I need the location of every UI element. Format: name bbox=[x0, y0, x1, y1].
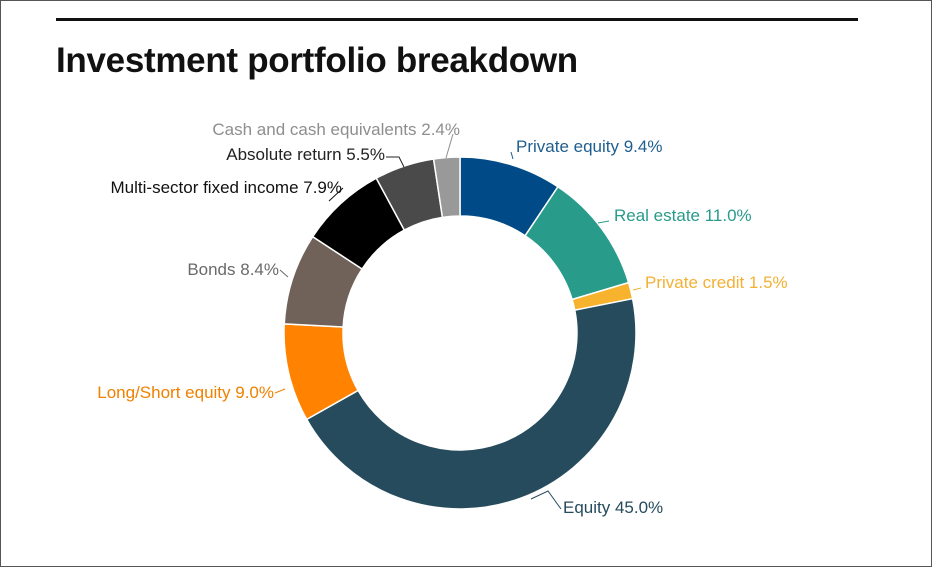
title-rule bbox=[56, 18, 858, 21]
leader-real-estate bbox=[597, 220, 610, 224]
label-equity: Equity 45.0% bbox=[563, 498, 663, 517]
chart-title: Investment portfolio breakdown bbox=[56, 41, 578, 80]
leader-long-short-equity bbox=[274, 388, 286, 394]
slice-labels: Private equity 9.4% Real estate 11.0% Priv… bbox=[97, 120, 787, 517]
leader-cash-and-cash-equivalents bbox=[445, 133, 454, 159]
leader-equity bbox=[530, 490, 562, 510]
donut-slices bbox=[283, 156, 637, 510]
label-absolute-return: Absolute return 5.5% bbox=[226, 145, 385, 164]
leader-absolute-return bbox=[386, 156, 405, 168]
label-private-equity: Private equity 9.4% bbox=[516, 137, 662, 156]
slice-cash-and-cash-equivalents bbox=[432, 156, 461, 219]
leader-private-equity bbox=[510, 151, 514, 160]
label-real-estate: Real estate 11.0% bbox=[614, 206, 752, 225]
label-multi-sector-fixed-income: Multi-sector fixed income 7.9% bbox=[111, 178, 342, 197]
label-long-short-equity: Long/Short equity 9.0% bbox=[97, 383, 274, 402]
leader-bonds bbox=[279, 269, 289, 278]
label-bonds: Bonds 8.4% bbox=[187, 260, 279, 279]
label-private-credit: Private credit 1.5% bbox=[645, 273, 788, 292]
leader-multi-sector-fixed-income bbox=[328, 187, 344, 202]
label-leaders bbox=[274, 133, 642, 510]
slice-equity bbox=[305, 297, 637, 510]
leader-private-credit bbox=[632, 287, 642, 291]
label-cash-and-cash-equivalents: Cash and cash equivalents 2.4% bbox=[212, 120, 460, 139]
